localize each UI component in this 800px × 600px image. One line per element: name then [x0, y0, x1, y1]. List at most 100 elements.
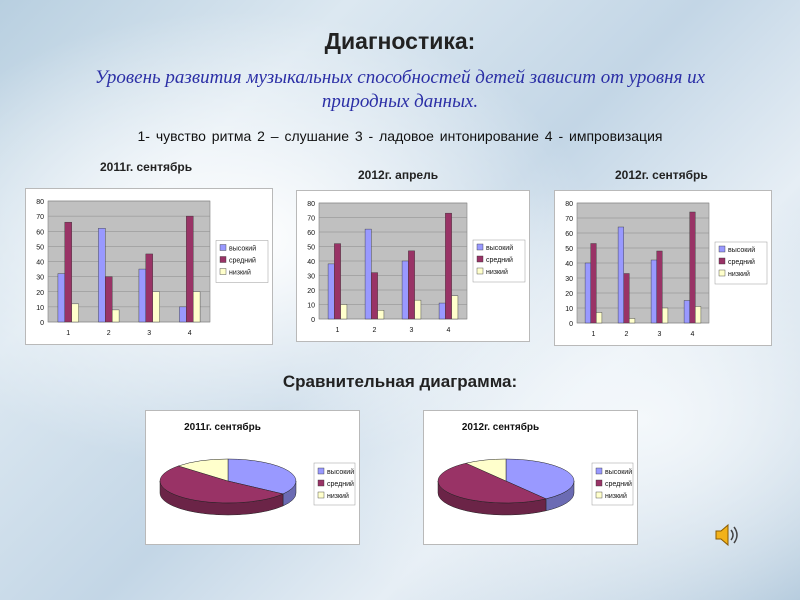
bar-высокий-3 — [138, 268, 147, 323]
bar-высокий-1 — [57, 273, 66, 323]
legend-label-средний: средний — [486, 256, 513, 264]
legend-label-высокий: высокий — [486, 244, 513, 252]
bar-средний-2 — [623, 273, 630, 324]
pie-chart-1: 2011г. сентябрь высокий средний низкий — [145, 410, 360, 545]
bar-средний-3 — [408, 250, 415, 320]
legend-swatch — [219, 256, 227, 263]
legend-swatch — [595, 491, 603, 499]
bar-средний-1 — [334, 243, 341, 320]
bar-высокий-2 — [364, 228, 372, 320]
pie-title: 2011г. сентябрь — [184, 421, 261, 433]
page-subtitle: Уровень развития музыкальных способносте… — [94, 67, 706, 112]
y-tick-label: 80 — [307, 201, 315, 208]
pie-chart-2: 2012г. сентябрь высокий средний низкий — [423, 410, 638, 545]
bar-высокий-3 — [650, 259, 657, 324]
legend-swatch — [476, 267, 484, 275]
bar-chart-3-svg: 0 10 20 30 40 50 60 70 80 1 2 3 4 высокий средний низки… — [565, 201, 768, 338]
legend-swatch — [718, 269, 726, 277]
bar-высокий-2 — [617, 226, 624, 324]
bar-средний-2 — [371, 272, 378, 320]
bar-высокий-2 — [98, 228, 106, 323]
bar-низкий-3 — [414, 299, 422, 320]
bar-chart-1-svg: 0 10 20 30 40 50 60 70 80 1 2 3 4 высокий средний низки… — [36, 199, 269, 337]
pie-slice-высокий — [505, 458, 575, 500]
legend-label-средний: средний — [327, 480, 354, 488]
bar-chart-2-title: 2012г. апрель — [358, 168, 439, 182]
bar-низкий-4 — [192, 291, 201, 323]
bar-высокий-3 — [401, 260, 409, 320]
bar-низкий-4 — [451, 295, 459, 320]
legend-swatch — [595, 467, 603, 475]
bar-низкий-1 — [71, 303, 79, 323]
legend-label-низкий: низкий — [327, 492, 349, 500]
y-tick-label: 20 — [307, 288, 315, 295]
pie-slice-низкий — [177, 458, 229, 482]
y-tick-label: 0 — [40, 320, 44, 327]
y-tick-label: 40 — [565, 261, 573, 268]
legend-label-высокий: высокий — [229, 245, 256, 253]
x-tick-label: 3 — [147, 330, 151, 337]
legend-label-высокий: высокий — [605, 468, 632, 476]
x-tick-label: 4 — [447, 327, 451, 334]
criteria-legend: 1- чувство ритма 2 – слушание 3 - ладово… — [137, 128, 663, 144]
legend-swatch — [718, 257, 726, 265]
page-title: Диагностика: — [324, 28, 476, 54]
x-tick-label: 3 — [658, 331, 662, 338]
bar-chart-1-title: 2011г. сентябрь — [100, 160, 193, 174]
y-tick-label: 50 — [565, 246, 573, 253]
legend-swatch — [317, 467, 325, 475]
y-tick-label: 50 — [307, 245, 315, 252]
y-tick-label: 30 — [36, 275, 44, 282]
bar-chart-2-svg: 0 10 20 30 40 50 60 70 80 1 2 3 4 высокий средний низки… — [307, 201, 526, 334]
bar-низкий-1 — [596, 312, 603, 324]
y-tick-label: 70 — [565, 216, 573, 223]
y-tick-label: 40 — [36, 260, 44, 267]
bar-низкий-3 — [152, 291, 160, 323]
legend-swatch — [595, 479, 603, 487]
bar-высокий-1 — [584, 262, 591, 324]
y-tick-label: 0 — [569, 321, 573, 328]
legend-label-высокий: высокий — [327, 468, 354, 476]
comparison-title: Сравнительная диаграмма: — [282, 372, 518, 391]
y-tick-label: 80 — [565, 201, 573, 208]
bar-высокий-4 — [179, 306, 187, 323]
legend-swatch — [317, 491, 325, 499]
bar-низкий-3 — [662, 307, 669, 324]
bar-chart-3-title: 2012г. сентябрь — [615, 168, 708, 182]
legend-swatch — [476, 255, 484, 263]
speaker-icon[interactable] — [712, 520, 742, 555]
bar-низкий-2 — [111, 309, 120, 323]
x-tick-label: 4 — [691, 331, 695, 338]
y-tick-label: 10 — [36, 305, 44, 312]
x-tick-label: 2 — [107, 330, 111, 337]
y-tick-label: 70 — [36, 214, 44, 221]
y-tick-label: 20 — [565, 291, 573, 298]
y-tick-label: 70 — [307, 216, 315, 223]
legend-swatch — [476, 243, 484, 251]
y-tick-label: 30 — [307, 274, 315, 281]
x-tick-label: 4 — [188, 330, 192, 337]
bar-низкий-2 — [629, 318, 636, 324]
x-tick-label: 2 — [373, 327, 377, 334]
y-tick-label: 80 — [36, 199, 44, 206]
y-tick-label: 50 — [36, 244, 44, 251]
y-tick-label: 40 — [307, 259, 315, 266]
bar-высокий-4 — [683, 300, 690, 324]
x-tick-label: 1 — [336, 327, 340, 334]
bar-средний-4 — [445, 212, 452, 320]
pie-slice-низкий — [465, 458, 507, 482]
x-tick-label: 1 — [592, 331, 596, 338]
bar-низкий-1 — [340, 304, 348, 320]
legend-swatch — [219, 268, 227, 275]
bar-chart-1: 0 10 20 30 40 50 60 70 80 1 2 3 4 высокий средний низки… — [25, 188, 273, 345]
legend-swatch — [317, 479, 325, 487]
legend-swatch — [219, 244, 227, 251]
bar-низкий-2 — [377, 310, 385, 320]
pie-chart-1-svg: 2011г. сентябрь высокий средний низкий — [159, 421, 356, 516]
y-tick-label: 60 — [36, 229, 44, 236]
bar-средний-4 — [689, 211, 696, 324]
legend-label-низкий: низкий — [728, 270, 750, 278]
y-tick-label: 10 — [565, 306, 573, 313]
legend-label-средний: средний — [605, 480, 632, 488]
bar-низкий-4 — [695, 306, 702, 324]
